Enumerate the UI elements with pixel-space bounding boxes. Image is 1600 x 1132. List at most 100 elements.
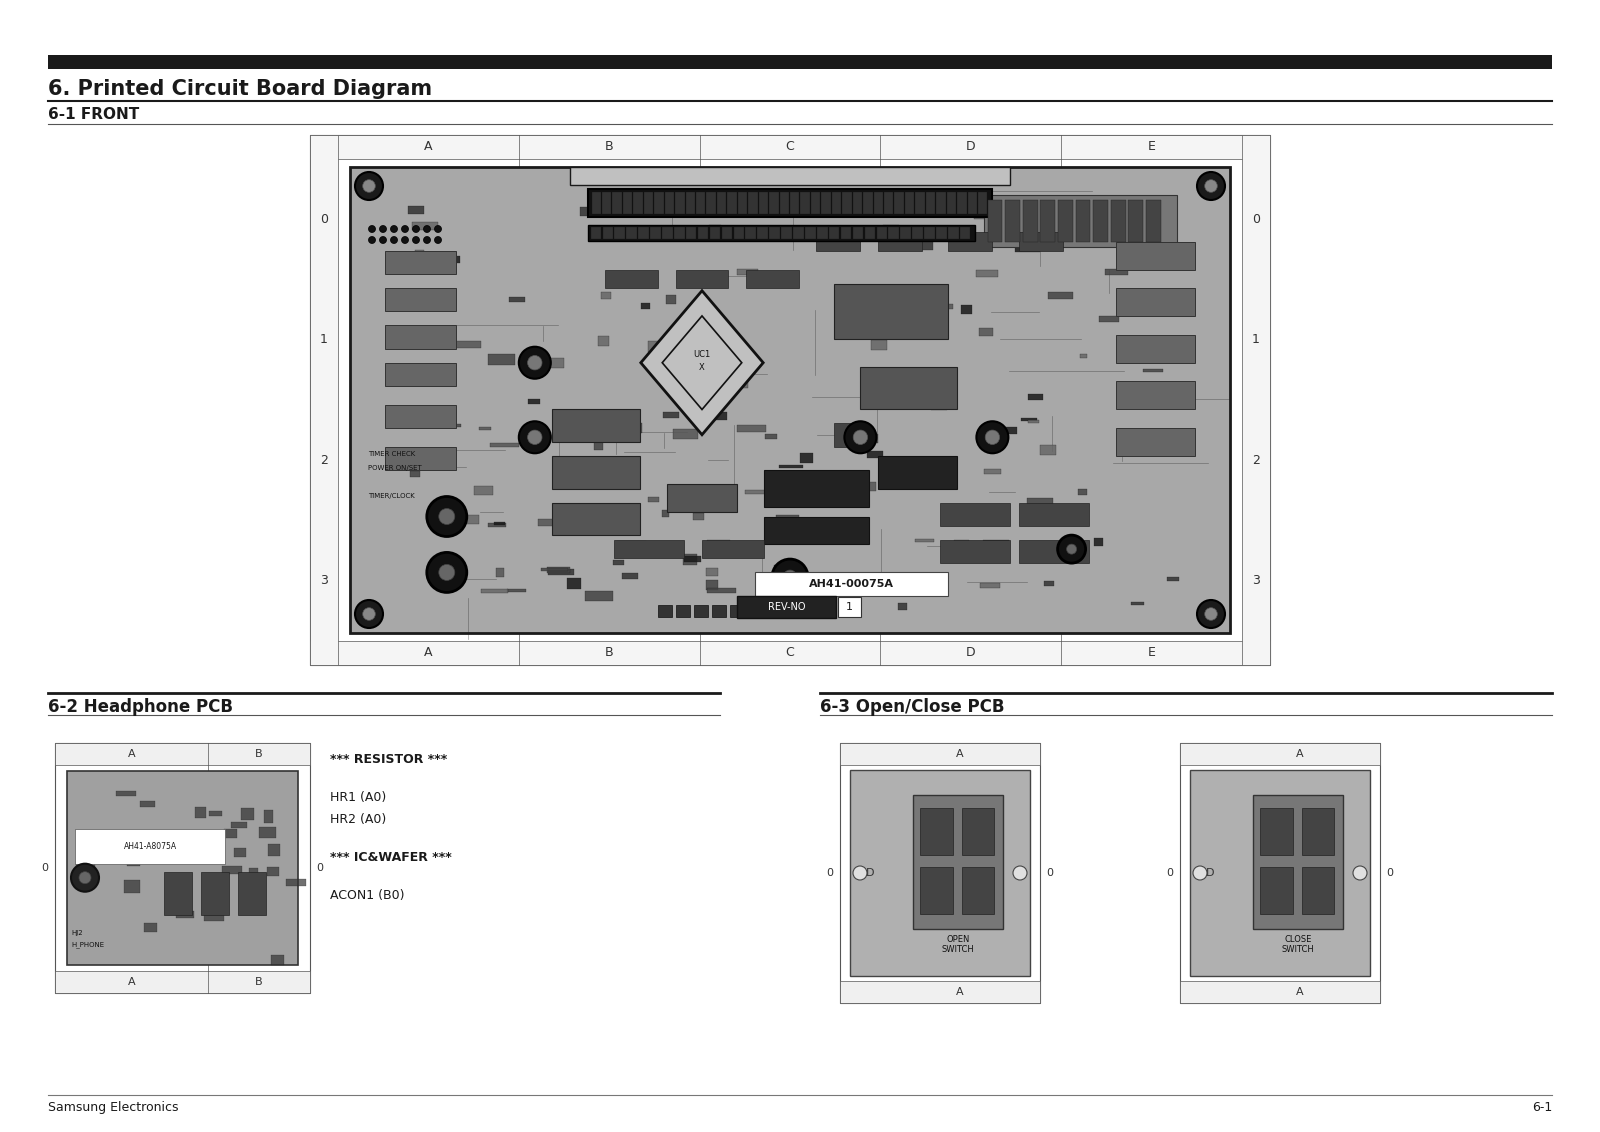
- Bar: [176, 910, 194, 918]
- Bar: [955, 540, 970, 550]
- Bar: [605, 269, 658, 289]
- Bar: [538, 520, 565, 525]
- Bar: [710, 228, 720, 239]
- Bar: [310, 135, 1270, 158]
- Bar: [757, 228, 768, 239]
- Bar: [662, 412, 680, 419]
- Bar: [286, 880, 306, 885]
- Bar: [666, 294, 675, 303]
- Bar: [776, 515, 798, 524]
- Circle shape: [379, 237, 387, 243]
- Bar: [773, 565, 781, 575]
- Bar: [707, 540, 730, 543]
- Circle shape: [771, 559, 808, 595]
- Text: REV-NO: REV-NO: [768, 602, 805, 611]
- Text: C: C: [786, 140, 794, 154]
- Bar: [310, 641, 1270, 664]
- Bar: [1115, 381, 1195, 410]
- Bar: [926, 192, 934, 214]
- Bar: [674, 228, 685, 239]
- Bar: [54, 743, 310, 993]
- Bar: [602, 292, 611, 299]
- Bar: [925, 228, 934, 239]
- Bar: [962, 808, 994, 855]
- Circle shape: [413, 225, 419, 232]
- Bar: [222, 866, 242, 874]
- Text: POWER ON/SET: POWER ON/SET: [368, 465, 421, 471]
- Bar: [925, 305, 952, 309]
- Bar: [722, 228, 733, 239]
- Bar: [614, 423, 642, 432]
- Text: 6-3 Open/Close PCB: 6-3 Open/Close PCB: [819, 698, 1005, 717]
- Text: 0: 0: [42, 863, 48, 873]
- Bar: [1094, 538, 1102, 546]
- Bar: [1181, 743, 1379, 765]
- Bar: [725, 379, 749, 388]
- Bar: [613, 435, 637, 441]
- Bar: [581, 207, 595, 216]
- Bar: [979, 583, 1000, 589]
- Text: 3: 3: [1253, 574, 1259, 588]
- Bar: [1045, 581, 1054, 586]
- Bar: [878, 232, 922, 251]
- Circle shape: [518, 421, 550, 453]
- Circle shape: [402, 237, 408, 243]
- Bar: [987, 200, 1003, 242]
- Bar: [386, 447, 456, 470]
- Bar: [763, 516, 869, 544]
- Bar: [862, 192, 872, 214]
- Text: 0: 0: [317, 863, 323, 873]
- Bar: [613, 192, 622, 214]
- Bar: [267, 843, 280, 856]
- Bar: [912, 228, 923, 239]
- Bar: [717, 192, 726, 214]
- Bar: [709, 225, 722, 234]
- Bar: [706, 581, 718, 590]
- Bar: [446, 423, 461, 427]
- Circle shape: [435, 225, 442, 232]
- Bar: [210, 811, 222, 816]
- Text: A: A: [1296, 749, 1304, 758]
- Bar: [598, 336, 610, 346]
- Bar: [832, 192, 842, 214]
- Bar: [782, 586, 792, 594]
- Bar: [541, 568, 568, 572]
- Text: C: C: [786, 646, 794, 660]
- Bar: [488, 354, 515, 365]
- Text: A: A: [957, 749, 963, 758]
- Circle shape: [368, 225, 376, 232]
- Text: H_PHONE: H_PHONE: [70, 942, 104, 949]
- Bar: [310, 135, 338, 664]
- Bar: [794, 228, 803, 239]
- Bar: [781, 584, 800, 590]
- Bar: [1146, 200, 1162, 242]
- Bar: [386, 325, 456, 349]
- Bar: [976, 269, 998, 277]
- Bar: [1261, 867, 1293, 914]
- Text: Samsung Electronics: Samsung Electronics: [48, 1101, 179, 1114]
- Polygon shape: [640, 291, 763, 435]
- Bar: [738, 268, 758, 275]
- Bar: [622, 573, 638, 578]
- Bar: [643, 192, 653, 214]
- Bar: [410, 471, 421, 477]
- Circle shape: [427, 497, 467, 537]
- Circle shape: [355, 600, 382, 628]
- Bar: [920, 808, 952, 855]
- Text: D: D: [966, 646, 976, 660]
- Bar: [664, 192, 674, 214]
- Bar: [936, 228, 947, 239]
- Bar: [1040, 200, 1056, 242]
- Bar: [386, 404, 456, 428]
- Bar: [805, 228, 816, 239]
- Circle shape: [435, 237, 442, 243]
- Bar: [1242, 135, 1270, 664]
- Bar: [984, 195, 1178, 247]
- Bar: [648, 497, 659, 501]
- Bar: [885, 464, 898, 471]
- Bar: [1131, 602, 1144, 604]
- Bar: [738, 192, 747, 214]
- Bar: [874, 327, 880, 338]
- Bar: [552, 503, 640, 535]
- Text: 3: 3: [320, 574, 328, 588]
